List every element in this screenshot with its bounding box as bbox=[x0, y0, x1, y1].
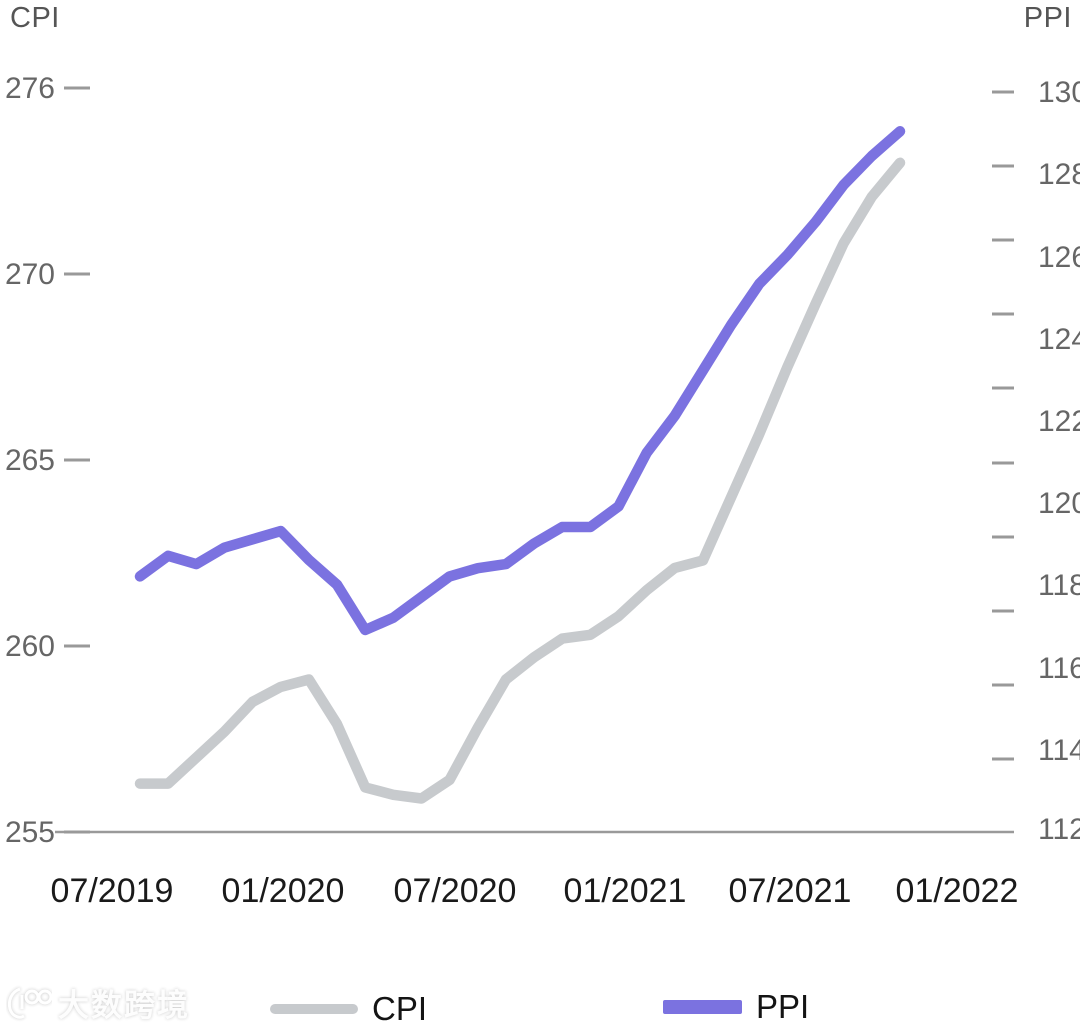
x-axis-tick-label: 07/2019 bbox=[51, 872, 174, 910]
left-axis-tick-label: 265 bbox=[5, 444, 55, 477]
left-axis-tick-label: 260 bbox=[5, 630, 55, 663]
x-axis-tick-label: 01/2021 bbox=[564, 872, 687, 910]
ppi-legend-label: PPI bbox=[756, 988, 810, 1023]
right-axis-tick-label: 126 bbox=[1038, 241, 1080, 274]
right-axis-tick-label: 114 bbox=[1038, 734, 1080, 767]
right-axis-title: PPI bbox=[1023, 2, 1072, 34]
x-axis-tick-label: 01/2020 bbox=[222, 872, 345, 910]
right-axis-tick-label: 120 bbox=[1038, 487, 1080, 520]
ppi-line[interactable] bbox=[134, 126, 906, 636]
left-axis-tick-label: 276 bbox=[5, 72, 55, 105]
right-axis-tick-label: 130 bbox=[1038, 76, 1080, 109]
legend-item-cpi[interactable]: CPI bbox=[270, 990, 427, 1023]
x-axis-tick-label: 01/2022 bbox=[896, 872, 1019, 910]
left-axis-tick-label: 270 bbox=[5, 258, 55, 291]
ppi-legend-swatch bbox=[663, 1000, 742, 1014]
right-axis-tick-label: 122 bbox=[1038, 405, 1080, 438]
cpi-line[interactable] bbox=[134, 157, 906, 804]
right-axis-tick-label: 124 bbox=[1038, 323, 1080, 356]
left-axis-title: CPI bbox=[10, 2, 60, 34]
legend-item-ppi[interactable]: PPI bbox=[663, 988, 809, 1023]
right-axis-tick-label: 112 bbox=[1038, 813, 1080, 846]
cpi-legend-label: CPI bbox=[372, 990, 428, 1023]
left-axis-tick-label: 255 bbox=[5, 816, 55, 849]
x-axis-tick-label: 07/2021 bbox=[729, 872, 852, 910]
right-axis-tick-label: 118 bbox=[1038, 569, 1080, 602]
dual-axis-line-chart[interactable]: 276 270 265 260 255 130 128 126 124 122 120 118 116 1… bbox=[0, 0, 1080, 960]
right-axis-tick-label: 128 bbox=[1038, 158, 1080, 191]
right-axis-tick-label: 116 bbox=[1038, 652, 1080, 685]
x-axis-tick-label: 07/2020 bbox=[394, 872, 517, 910]
legend: CPI PPI bbox=[0, 980, 1080, 1023]
cpi-legend-swatch bbox=[270, 1004, 358, 1014]
